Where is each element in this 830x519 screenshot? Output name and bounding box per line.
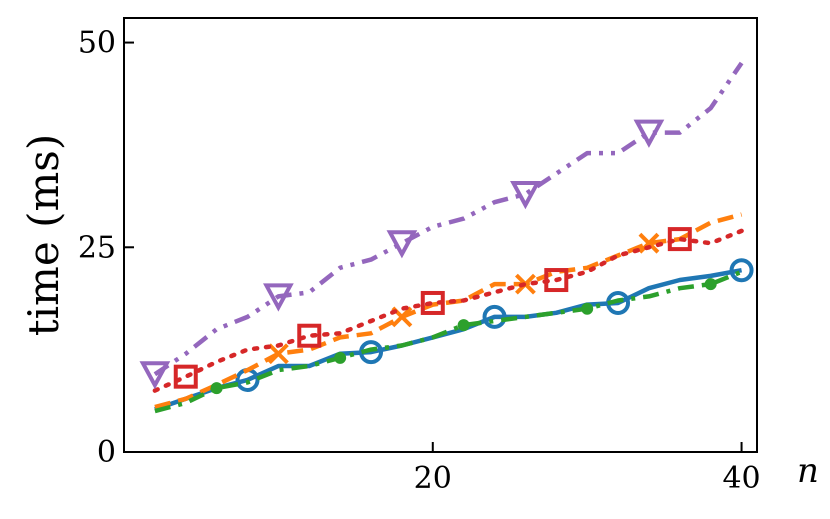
dot-marker (210, 382, 223, 395)
triangle-marker (386, 230, 418, 259)
y-tick-label: 0 (97, 435, 116, 470)
dot-marker (457, 319, 470, 332)
circle-marker (359, 340, 384, 365)
y-tick-label: 25 (78, 230, 116, 265)
x-marker (638, 232, 660, 254)
y-axis-label: time (ms) (19, 134, 68, 337)
series-line (154, 269, 743, 414)
ticks-layer: 0 25 50 20 40 (78, 26, 761, 496)
series-layer (139, 61, 754, 414)
square-marker (544, 268, 569, 293)
circle-marker (482, 304, 507, 329)
series-line (154, 212, 743, 410)
series-3 (154, 269, 743, 414)
x-tick-label: 40 (722, 461, 760, 496)
labels-layer: time (ms) n (19, 134, 819, 491)
dot-marker (581, 302, 594, 315)
series-5 (139, 61, 744, 390)
square-marker (420, 290, 445, 315)
x-marker (267, 343, 289, 365)
circle-marker (729, 258, 754, 283)
triangle-marker (139, 361, 171, 390)
series-4 (152, 227, 744, 393)
triangle-marker (263, 283, 294, 312)
series-1 (154, 258, 754, 412)
triangle-marker (510, 181, 541, 210)
triangle-marker (633, 119, 665, 148)
series-line (153, 61, 744, 377)
plot-frame (123, 17, 758, 453)
square-marker (297, 323, 322, 348)
square-marker (667, 227, 692, 252)
x-tick-label: 20 (414, 461, 452, 496)
series-line (152, 228, 744, 393)
x-axis-label: n (797, 451, 819, 491)
dot-marker (334, 351, 347, 364)
series-line (154, 267, 743, 412)
square-marker (173, 364, 198, 389)
y-tick-label: 50 (78, 26, 116, 61)
series-2 (154, 212, 743, 410)
dot-marker (704, 278, 717, 291)
